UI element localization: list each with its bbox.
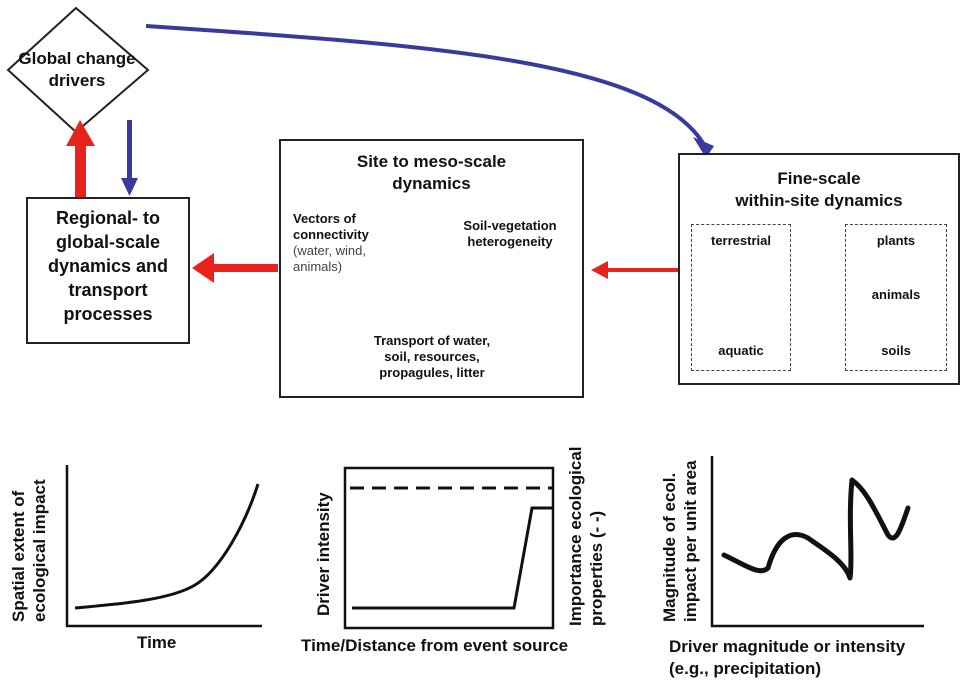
vectors-detail-line1: (water, wind, (293, 243, 366, 258)
global-drivers-line1: Global change (18, 49, 136, 68)
soilveg-line1: Soil-vegetation (463, 218, 557, 233)
red-up-arrowhead (66, 120, 95, 146)
panel2-ylabel-right-line1: Importance ecological (566, 446, 585, 627)
transport-label: Transport of water, soil, resources, pro… (352, 333, 512, 381)
global-drivers-line2: drivers (48, 71, 106, 90)
panel2-ylabel-right-line2: properties (- -) (587, 510, 606, 626)
blue-down-arrowhead (121, 178, 138, 196)
panel1-ylabel: Spatial extent of ecological impact (8, 479, 50, 622)
panel3-ylabel-line1: Magnitude of ecol. (660, 472, 679, 622)
red-thin-arrow-shaft (606, 268, 679, 272)
fine-box-title: Fine-scale within-site dynamics (680, 168, 958, 212)
vectors-line2: connectivity (293, 227, 369, 242)
vectors-line1: Vectors of (293, 211, 356, 226)
panel1-xlabel: Time (137, 633, 177, 652)
panel3-xlabel: Driver magnitude or intensity (e.g., pre… (669, 636, 905, 680)
regional-line4: transport (68, 280, 148, 300)
soilveg-label: Soil-vegetation heterogeneity (452, 218, 568, 250)
panel1-axes (65, 465, 262, 628)
blue-curve-arrowhead (693, 137, 714, 158)
red-up-arrow-shaft (75, 144, 86, 197)
panel2-frame (343, 466, 555, 630)
red-left-arrow-shaft (212, 264, 278, 272)
regional-line3: dynamics and (47, 256, 169, 276)
red-thin-arrowhead (591, 261, 608, 279)
transport-line3: propagules, litter (379, 365, 485, 380)
terrestrial-aquatic-box (691, 224, 791, 371)
vectors-label: Vectors of connectivity (water, wind, an… (293, 211, 369, 275)
aquatic-label: aquatic (718, 343, 764, 358)
plants-animals-soils-box (845, 224, 947, 371)
fine-title-line2: within-site dynamics (735, 191, 903, 210)
panel3-ylabel: Magnitude of ecol. impact per unit area (659, 460, 701, 622)
panel3-curve (721, 477, 911, 581)
terrestrial-label: terrestrial (711, 233, 771, 248)
regional-dynamics-box: Regional- to global-scale dynamics and t… (26, 197, 190, 344)
animals-label: animals (871, 287, 921, 302)
regional-box-text: Regional- to global-scale dynamics and t… (28, 206, 188, 326)
soilveg-line2: heterogeneity (467, 234, 553, 249)
site-title-line1: Site to meso-scale (356, 152, 507, 171)
panel1-ylabel-line1: Spatial extent of (9, 490, 28, 622)
regional-line5: processes (63, 304, 153, 324)
panel2-xlabel: Time/Distance from event source (301, 636, 569, 655)
plants-label: plants (876, 233, 916, 248)
site-title-line2: dynamics (392, 174, 471, 193)
red-left-arrowhead (192, 253, 214, 283)
global-drivers-label: Global change drivers (18, 48, 136, 92)
panel3-ylabel-line2: impact per unit area (681, 460, 700, 622)
panel3-xlabel-line1: Driver magnitude or intensity (669, 637, 906, 656)
panel3-axes (710, 456, 924, 628)
blue-down-arrow-shaft (127, 120, 132, 180)
transport-line2: soil, resources, (384, 349, 480, 364)
site-box-title: Site to meso-scale dynamics (281, 151, 582, 195)
transport-line1: Transport of water, (373, 333, 491, 348)
panel1-ylabel-line2: ecological impact (30, 479, 49, 622)
site-meso-box: Site to meso-scale dynamics (279, 139, 584, 398)
vectors-detail-line2: animals) (293, 259, 343, 274)
fine-title-line1: Fine-scale (777, 169, 861, 188)
soils-label: soils (881, 343, 911, 358)
regional-line1: Regional- to (56, 208, 160, 228)
panel3-xlabel-line2: (e.g., precipitation) (669, 659, 822, 678)
fine-scale-box: Fine-scale within-site dynamics (678, 153, 960, 385)
panel1-curve (74, 483, 260, 610)
panel2-driver-line (352, 506, 552, 610)
regional-line2: global-scale (55, 232, 161, 252)
blue-curve-arrow (145, 24, 705, 145)
panel2-ylabel: Driver intensity (314, 492, 333, 616)
panel2-ylabel-right: Importance ecological properties (- -) (565, 447, 607, 627)
